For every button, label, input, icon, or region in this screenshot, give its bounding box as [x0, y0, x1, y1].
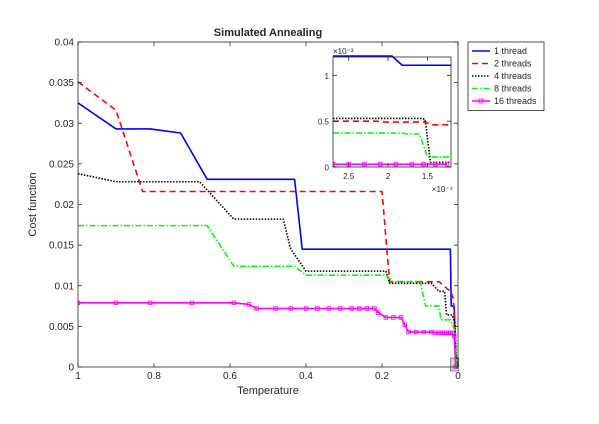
inset-series-line-8-threads [333, 132, 451, 158]
inset-ticks-group: 2.5 2 1.5 0 0.5 1 [318, 57, 451, 181]
main-data-point-16-threads [375, 310, 381, 315]
inset-data-point-16-threads [377, 162, 383, 167]
inset-y-tick-label: 1 [325, 72, 330, 81]
inset-data-point-16-threads [421, 162, 426, 167]
inset-series-group [333, 55, 451, 167]
inset-x-tick-label: 1.5 [422, 172, 434, 181]
main-y-tick-label: 0.04 [55, 38, 75, 49]
main-data-point-16-threads [78, 300, 81, 306]
legend-label-8-threads: 8 threads [494, 84, 532, 94]
main-data-point-16-threads [273, 306, 278, 311]
main-x-tick-label: 0.8 [147, 371, 161, 382]
main-data-point-16-threads [413, 329, 419, 335]
chart-title: Simulated Annealing [214, 27, 322, 39]
inset-data-point-16-threads [444, 162, 450, 167]
inset-plot-area: 2.5 2 1.5 0 0.5 1 ×10⁻³ ×10⁻⁴ [318, 47, 454, 194]
legend-marker-16-threads [478, 98, 484, 104]
legend-label-2-threads: 2 threads [494, 59, 532, 69]
main-data-point-16-threads [421, 329, 426, 335]
main-y-tick-label: 0.035 [49, 78, 74, 89]
main-series-line-2-threads [78, 81, 458, 365]
main-data-point-16-threads [383, 315, 388, 320]
main-data-point-16-threads [315, 306, 320, 311]
inset-y-multiplier: ×10⁻³ [333, 47, 354, 56]
main-data-point-16-threads [147, 300, 153, 306]
main-data-point-16-threads [326, 306, 331, 311]
main-data-point-16-threads [189, 300, 195, 306]
main-x-tick-label: 0.4 [299, 371, 313, 382]
legend: 1 thread 2 threads 4 threads 8 threads 16 th… [467, 41, 545, 111]
inset-series-line-2-threads [333, 120, 451, 126]
main-data-point-16-threads [349, 306, 354, 311]
legend-label-16-threads: 16 threads [494, 96, 537, 106]
main-data-point-16-threads [231, 300, 236, 306]
main-data-point-16-threads [113, 300, 119, 306]
inset-axes-box [332, 56, 452, 168]
inset-data-point-16-threads [433, 162, 438, 167]
inset-x-tick-label: 2 [386, 172, 391, 181]
main-x-tick-label: 1 [75, 371, 81, 382]
main-series-line-1-thread [78, 102, 458, 359]
main-data-point-16-threads [356, 306, 362, 311]
main-y-tick-label: 0.03 [55, 119, 75, 130]
main-data-point-16-threads [288, 306, 293, 311]
main-x-tick-label: 0.6 [223, 371, 237, 382]
main-data-point-16-threads [451, 333, 457, 339]
main-y-tick-label: 0.02 [55, 200, 75, 211]
main-data-point-16-threads [337, 306, 343, 311]
main-y-tick-label: 0.015 [49, 241, 74, 252]
main-data-point-16-threads [406, 329, 411, 335]
main-series-group [78, 81, 460, 372]
main-data-point-16-threads [254, 306, 259, 311]
main-data-point-16-threads [391, 315, 396, 320]
main-ticks-group: 1 0.8 0.6 0.4 0.2 0 0 0.005 0.01 0.015 0.02 0.025 0.… [49, 38, 461, 383]
inset-data-point-16-threads [362, 162, 367, 167]
legend-label-1-thread: 1 thread [494, 46, 527, 56]
inset-data-point-16-threads [393, 162, 399, 167]
main-y-tick-label: 0.005 [49, 322, 74, 333]
main-series-line-4-threads [78, 172, 458, 367]
inset-series-line-1-thread [333, 55, 451, 67]
main-data-point-16-threads [246, 302, 252, 307]
main-x-tick-label: 0 [455, 371, 461, 382]
inset-y-tick-label: 0 [325, 164, 330, 173]
inset-plot-background [333, 57, 451, 167]
main-y-tick-label: 0.025 [49, 159, 74, 170]
main-x-tick-label: 0.2 [375, 371, 389, 382]
main-y-tick-label: 0.01 [55, 281, 75, 292]
inset-data-point-16-threads [409, 162, 414, 167]
legend-label-4-threads: 4 threads [494, 71, 532, 81]
main-axes-box [77, 41, 459, 368]
inset-x-multiplier: ×10⁻⁴ [432, 185, 454, 194]
x-axis-label: Temperature [237, 385, 299, 397]
inset-x-tick-label: 2.5 [343, 172, 355, 181]
main-data-point-16-threads [303, 306, 309, 311]
main-data-point-16-threads [398, 315, 404, 320]
main-y-tick-label: 0 [68, 363, 74, 374]
main-data-point-16-threads [372, 306, 377, 311]
main-data-point-16-threads [402, 322, 407, 327]
zoom-region-highlight [450, 357, 460, 372]
main-series-line-8-threads [78, 224, 458, 367]
y-axis-label: Cost function [27, 172, 39, 236]
main-data-point-16-threads [364, 306, 369, 311]
inset-y-tick-label: 0.5 [318, 118, 330, 127]
